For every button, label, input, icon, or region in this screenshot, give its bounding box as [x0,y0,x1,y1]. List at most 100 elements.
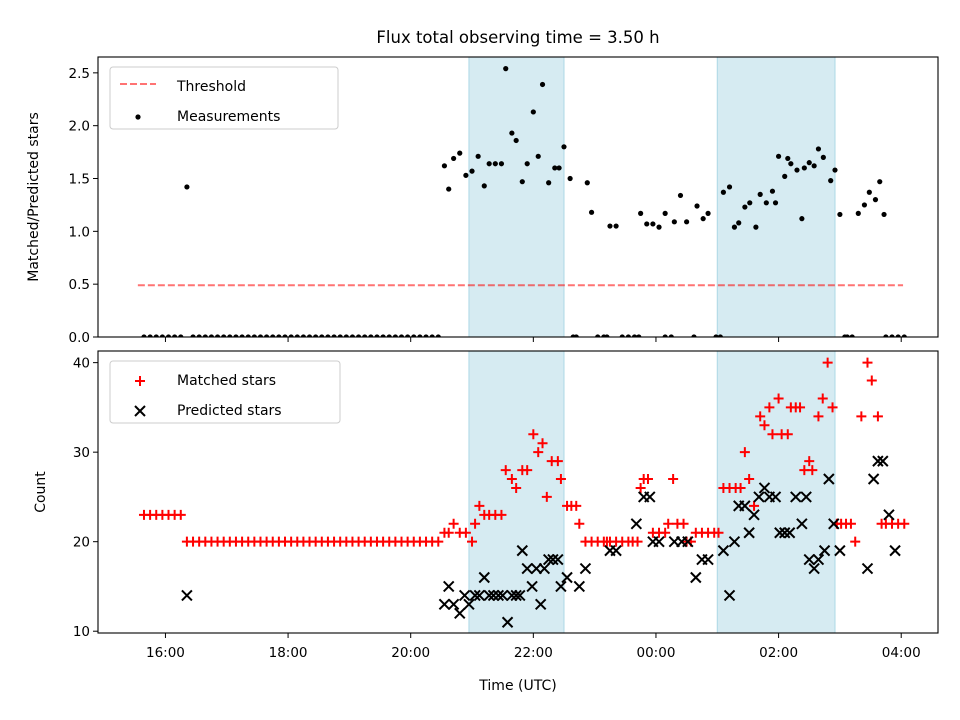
measurement-point [638,210,644,216]
matched-point [822,357,833,368]
matched-point [443,527,454,538]
measurement-point [202,334,208,337]
predicted-point [883,509,895,521]
measurement-point [561,144,567,150]
measurement-point [519,179,525,185]
observing-band [716,57,836,337]
predicted-point [796,518,808,530]
predicted-point [861,562,874,575]
measurement-point [208,334,215,337]
measurement-point [276,334,282,337]
matched-point [635,482,646,493]
measurement-point [731,224,738,230]
measurement-point [486,161,492,167]
measurement-point [849,334,855,337]
measurement-point [492,161,498,167]
matched-point [744,474,755,485]
y-tick-label: 2.5 [69,66,90,82]
matched-point [632,536,643,547]
measurement-point [757,191,763,197]
predicted-point [653,535,665,548]
matched-point [759,420,770,431]
measurement-point [398,334,405,337]
predicted-point [487,589,500,602]
matched-point [827,402,838,413]
predicted-point [510,589,522,602]
predicted-point [758,482,771,494]
measurement-point [343,334,349,337]
predicted-point [682,535,694,548]
measurement-point [694,203,700,209]
legend-label: Matched stars [177,373,276,389]
measurement-point [736,220,742,226]
measurement-point [355,334,362,337]
matched-point [467,536,478,547]
measurement-point [530,109,536,115]
predicted-point [828,518,840,530]
predicted-point [690,571,702,584]
chart-title: Flux total observing time = 3.50 h [376,28,659,47]
measurement-point [405,334,411,337]
predicted-point [561,571,573,584]
predicted-point [823,473,835,485]
predicted-point [478,571,490,584]
legend-label: Measurements [177,109,280,125]
predicted-point [501,616,514,628]
measurement-point [245,334,251,337]
measurement-point [700,216,706,222]
predicted-point [542,553,555,566]
x-tick-label: 18:00 [269,645,308,661]
measurement-point [815,146,822,152]
measurement-point [613,223,619,229]
predicted-point [469,589,481,602]
predicted-point [579,562,592,575]
matched-point [807,465,818,476]
predicted-point [889,544,901,557]
x-tick-label: 04:00 [882,645,921,661]
matched-point [668,474,679,485]
predicted-point [803,553,815,566]
matched-point [817,393,828,404]
predicted-point [834,544,846,557]
predicted-point [630,518,643,530]
measurement-point [619,334,625,337]
matched-point [773,393,784,404]
measurement-point [801,165,807,171]
predicted-point [748,509,760,521]
measurement-point [855,210,861,216]
measurement-point [806,160,812,166]
matched-point [845,518,856,529]
observing-band [468,57,565,337]
measurement-point [435,334,441,337]
flux-ratio-panel: 0.0 0.5 1.0 1.5 2.0 2.5 Matched/Predicted star… [26,28,939,346]
measurement-point [446,186,452,192]
measurement-point [811,163,817,169]
matched-point [552,456,563,467]
predicted-point [573,580,586,593]
measurement-point [901,334,907,337]
measurement-point [881,211,887,218]
y-tick-label: 1.5 [69,172,90,188]
measurement-point [772,200,779,206]
predicted-point [644,491,656,503]
measurement-point [349,334,356,337]
matched-point [642,474,653,485]
measurement-point [742,204,748,210]
predicted-point [877,455,889,467]
legend-matched-swatch [135,376,145,386]
measurement-point [392,334,398,337]
predicted-point [818,544,831,557]
matched-point [755,411,766,422]
measurement-point [153,334,159,337]
measurement-point [362,334,368,337]
predicted-point [728,535,741,548]
predicted-point [526,580,538,593]
measurement-point [325,334,331,337]
measurement-point [313,334,319,337]
measurement-point [604,334,610,337]
predicted-point [552,553,564,566]
y-tick-label: 30 [73,445,90,461]
measurement-point [717,334,723,337]
predicted-point [438,598,451,611]
predicted-point [783,527,796,539]
